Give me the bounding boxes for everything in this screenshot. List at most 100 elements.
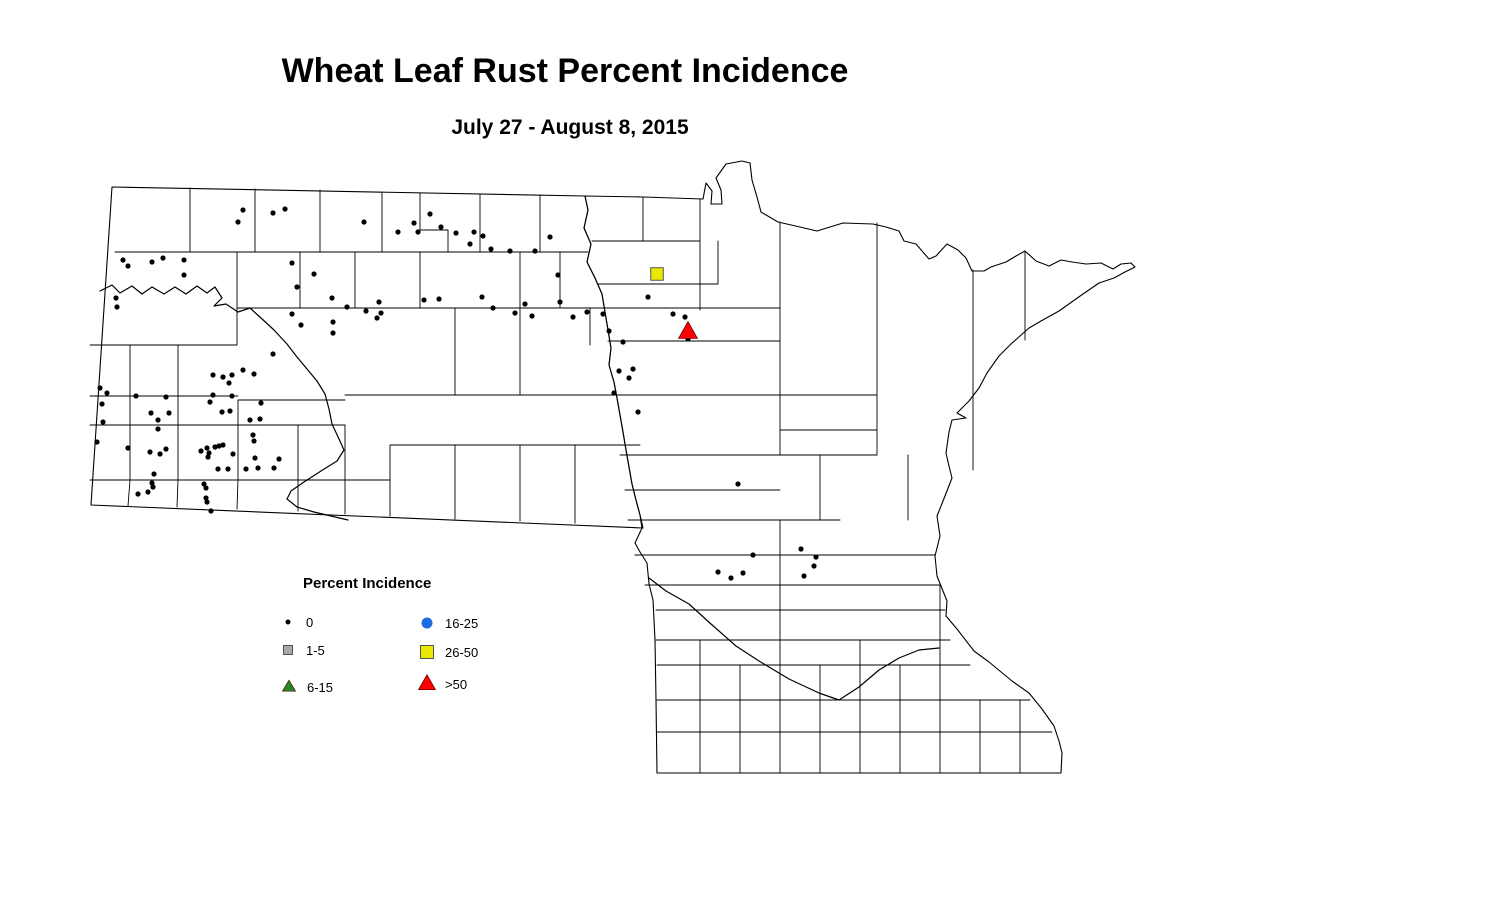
map-marker-dot xyxy=(230,451,236,457)
map-marker-dot xyxy=(206,450,212,456)
map-marker-dot xyxy=(125,445,131,451)
map-marker-dot xyxy=(630,366,636,372)
map-marker-dot xyxy=(240,367,246,373)
dot-legend-icon xyxy=(285,619,291,625)
triangle-legend-icon xyxy=(417,674,437,691)
map-marker-dot xyxy=(344,304,350,310)
map-marker-dot xyxy=(205,454,211,460)
map-marker-dot xyxy=(467,241,473,247)
map-marker-dot xyxy=(606,328,612,334)
map-marker-dot xyxy=(715,569,721,575)
map-marker-dot xyxy=(210,372,216,378)
legend-item-label: 26-50 xyxy=(445,644,479,660)
map-marker-dot xyxy=(600,311,606,317)
map-marker-dot xyxy=(215,466,221,472)
map-marker-dot xyxy=(94,439,100,445)
map-marker-dot xyxy=(198,448,204,454)
map-marker-dot xyxy=(229,393,235,399)
legend-item: >50 xyxy=(413,674,467,694)
map-marker-dot xyxy=(97,385,103,391)
map-marker-dot xyxy=(480,233,486,239)
legend-item: 16-25 xyxy=(413,613,478,633)
map-marker-dot xyxy=(163,394,169,400)
square-legend-icon xyxy=(420,645,434,659)
map-marker-dot xyxy=(547,234,553,240)
marker-layer xyxy=(94,206,819,581)
map-marker-dot xyxy=(99,401,105,407)
map-marker-dot xyxy=(584,309,590,315)
map-marker-dot xyxy=(620,339,626,345)
map-marker-dot xyxy=(212,444,218,450)
map-marker-dot xyxy=(203,495,209,501)
map-marker-dot xyxy=(251,371,257,377)
map-marker-dot xyxy=(220,374,226,380)
map-marker-dot xyxy=(240,207,246,213)
map-marker-dot xyxy=(155,417,161,423)
map-marker-dot xyxy=(811,563,817,569)
map-marker-dot xyxy=(255,465,261,471)
minnesota-river-line xyxy=(648,577,940,701)
map-marker-dot xyxy=(479,294,485,300)
map-marker-dot xyxy=(813,554,819,560)
map-marker-dot xyxy=(201,481,207,487)
map-marker-dot xyxy=(471,229,477,235)
map-marker-dot xyxy=(227,408,233,414)
map-marker-dot xyxy=(220,442,226,448)
map-marker-dot xyxy=(490,305,496,311)
map-marker-dot xyxy=(145,489,151,495)
map-marker-dot xyxy=(257,416,263,422)
map-marker-dot xyxy=(507,248,513,254)
map-marker-dot xyxy=(226,380,232,386)
map-marker-dot xyxy=(166,410,172,416)
map-marker-square xyxy=(650,267,664,281)
map-marker-dot xyxy=(133,393,139,399)
minnesota-outline xyxy=(583,160,1136,774)
map-marker-dot xyxy=(645,294,651,300)
map-marker-dot xyxy=(374,315,380,321)
map-marker-dot xyxy=(740,570,746,576)
triangle-legend-icon xyxy=(281,679,297,692)
map-marker-dot xyxy=(125,263,131,269)
missouri-river-line xyxy=(99,284,349,521)
map-marker-dot xyxy=(225,466,231,472)
map-marker-dot xyxy=(160,255,166,261)
map-marker-dot xyxy=(243,466,249,472)
map-marker-dot xyxy=(208,508,214,514)
map-marker-dot xyxy=(114,304,120,310)
map-marker-dot xyxy=(282,206,288,212)
map-marker-dot xyxy=(570,314,576,320)
map-marker-dot xyxy=(378,310,384,316)
legend-item-label: 0 xyxy=(306,614,314,630)
map-marker-dot xyxy=(147,449,153,455)
map-marker-dot xyxy=(271,465,277,471)
map-marker-dot xyxy=(216,443,222,449)
map-marker-dot xyxy=(421,297,427,303)
map-marker-dot xyxy=(203,485,209,491)
map-marker-dot xyxy=(635,409,641,415)
north-dakota-outline xyxy=(90,186,644,529)
map-marker-dot xyxy=(532,248,538,254)
map-marker-dot xyxy=(363,308,369,314)
map-marker-dot xyxy=(555,272,561,278)
map-marker-dot xyxy=(113,295,119,301)
map-marker-dot xyxy=(298,322,304,328)
map-marker-dot xyxy=(252,455,258,461)
square-legend-icon xyxy=(283,645,293,655)
map-marker-dot xyxy=(235,219,241,225)
map-marker-dot xyxy=(204,445,210,451)
map-marker-dot xyxy=(376,299,382,305)
north-dakota-county-lines xyxy=(89,187,641,524)
map-marker-dot xyxy=(436,296,442,302)
legend-item-label: 16-25 xyxy=(445,615,479,631)
map-marker-dot xyxy=(181,257,187,263)
map-marker-dot xyxy=(616,368,622,374)
legend-item-label: 1-5 xyxy=(306,642,325,658)
map-marker-dot xyxy=(250,432,256,438)
map-marker-dot xyxy=(626,375,632,381)
map-marker-dot xyxy=(294,284,300,290)
map-marker-dot xyxy=(155,426,161,432)
map-marker-dot xyxy=(163,446,169,452)
map-marker-dot xyxy=(512,310,518,316)
